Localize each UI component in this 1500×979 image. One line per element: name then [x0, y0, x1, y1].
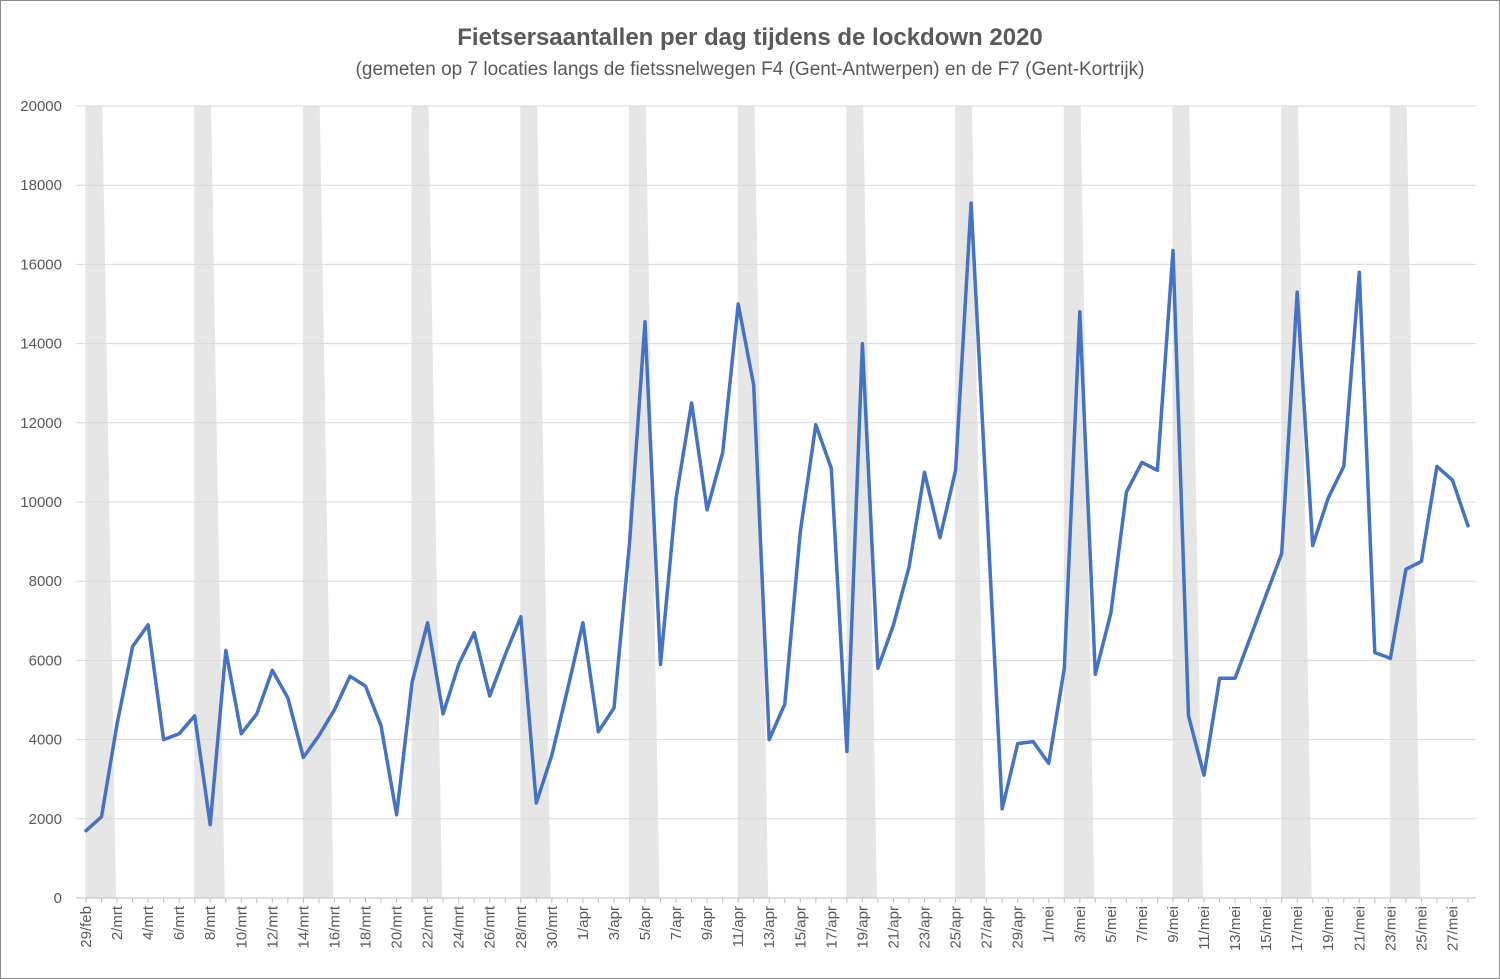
x-tick-label: 17/mei: [1289, 906, 1306, 951]
x-tick-label: 23/mei: [1382, 906, 1399, 951]
x-tick-label: 11/mei: [1196, 906, 1213, 950]
x-tick-label: 5/apr: [637, 906, 654, 940]
x-tick-label: 19/apr: [854, 906, 871, 949]
y-tick-label: 4000: [29, 732, 62, 749]
y-tick-label: 0: [54, 890, 62, 907]
y-tick-label: 10000: [20, 494, 62, 511]
y-tick-label: 2000: [29, 811, 62, 828]
x-tick-label: 10/mrt: [233, 905, 250, 948]
x-tick-label: 8/mrt: [202, 905, 219, 940]
y-tick-label: 6000: [29, 652, 62, 669]
x-tick-label: 3/mei: [1072, 906, 1089, 943]
x-tick-label: 9/mei: [1165, 906, 1182, 943]
x-tick-label: 16/mrt: [326, 905, 343, 948]
x-tick-label: 25/mei: [1413, 906, 1430, 951]
x-tick-label: 21/mei: [1351, 906, 1368, 951]
chart-subtitle: (gemeten op 7 locaties langs de fietssne…: [356, 59, 1145, 80]
x-tick-label: 13/mei: [1227, 906, 1244, 951]
x-tick-label: 20/mrt: [389, 905, 406, 948]
x-tick-label: 9/apr: [699, 906, 716, 940]
x-tick-label: 1/apr: [575, 906, 592, 940]
x-tick-label: 11/apr: [730, 906, 747, 947]
x-tick-label: 23/apr: [917, 906, 934, 949]
x-tick-label: 27/mei: [1444, 906, 1461, 951]
x-tick-label: 1/mei: [1041, 906, 1058, 943]
x-tick-label: 29/apr: [1010, 906, 1027, 949]
x-tick-label: 29/feb: [78, 906, 95, 948]
series-line: [84, 201, 1470, 833]
x-tick-label: 24/mrt: [451, 905, 468, 948]
chart-title: Fietsersaantallen per dag tijdens de loc…: [457, 24, 1043, 51]
x-tick-label: 5/mei: [1103, 906, 1120, 943]
x-tick-label: 6/mrt: [171, 905, 188, 940]
x-tick-label: 7/apr: [668, 906, 685, 940]
x-tick-label: 2/mrt: [109, 905, 126, 940]
y-tick-label: 16000: [20, 256, 62, 273]
x-tick-label: 15/apr: [792, 906, 809, 949]
y-axis-tick-labels: 0 2000 4000 6000 8000 10000 12000 14000 16000 180…: [20, 98, 62, 907]
x-axis: 29/feb 2/mrt 4/mrt 6/mrt 8/mrt 10/mrt 12/mrt 14…: [78, 898, 1469, 951]
x-tick-label: 13/apr: [761, 906, 778, 949]
x-tick-label: 14/mrt: [295, 905, 312, 948]
series-layer: [84, 201, 1470, 833]
x-tick-label: 15/mei: [1258, 906, 1275, 951]
y-tick-label: 20000: [20, 98, 62, 115]
x-tick-label: 19/mei: [1320, 906, 1337, 951]
x-tick-label: 18/mrt: [358, 905, 375, 948]
x-tick-label: 30/mrt: [544, 905, 561, 948]
y-tick-label: 14000: [20, 336, 62, 353]
x-tick-label: 22/mrt: [420, 905, 437, 948]
x-tick-label: 7/mei: [1134, 906, 1151, 943]
x-tick-label: 17/apr: [823, 906, 840, 949]
x-tick-label: 12/mrt: [264, 905, 281, 948]
x-tick-label: 27/apr: [979, 906, 996, 949]
x-tick-label: 4/mrt: [140, 905, 157, 940]
y-tick-label: 12000: [20, 415, 62, 432]
gridlines: [76, 105, 1476, 899]
x-tick-label: 26/mrt: [482, 905, 499, 948]
x-tick-label: 28/mrt: [513, 905, 530, 948]
x-tick-label: 25/apr: [948, 906, 965, 949]
x-tick-label: 3/apr: [606, 906, 623, 940]
y-tick-label: 18000: [20, 177, 62, 194]
y-tick-label: 8000: [29, 573, 62, 590]
x-tick-label: 21/apr: [885, 906, 902, 949]
